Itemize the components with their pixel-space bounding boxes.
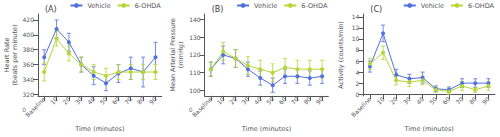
svg-text:(B): (B) [212, 5, 224, 14]
svg-text:(A): (A) [45, 5, 57, 14]
svg-text:30: 30 [73, 95, 83, 105]
svg-text:360: 360 [23, 61, 35, 68]
svg-text:90: 90 [314, 95, 324, 105]
svg-text:0: 0 [356, 91, 360, 98]
svg-text:0: 0 [22, 106, 26, 113]
svg-text:6-OHDA: 6-OHDA [135, 2, 162, 10]
svg-text:4: 4 [356, 69, 360, 76]
svg-text:50: 50 [428, 95, 438, 105]
svg-text:130: 130 [189, 34, 201, 41]
svg-text:Vehicle: Vehicle [254, 2, 277, 10]
svg-text:(C): (C) [370, 5, 382, 14]
svg-text:Time (minutes): Time (minutes) [403, 125, 453, 133]
svg-text:20: 20 [228, 95, 238, 105]
svg-text:Baseline: Baseline [190, 95, 213, 118]
svg-text:Time (minutes): Time (minutes) [74, 125, 124, 133]
svg-text:0: 0 [189, 106, 193, 113]
svg-text:10: 10 [352, 35, 360, 42]
svg-text:110: 110 [189, 69, 201, 76]
svg-text:70: 70 [123, 95, 133, 105]
svg-text:2: 2 [356, 80, 360, 87]
svg-text:Vehicle: Vehicle [421, 2, 444, 10]
svg-text:320: 320 [23, 91, 35, 98]
svg-text:Baseline: Baseline [349, 95, 372, 118]
svg-text:60: 60 [277, 95, 287, 105]
svg-text:30: 30 [240, 95, 250, 105]
svg-text:Time (minutes): Time (minutes) [241, 125, 291, 133]
svg-text:Mean Arterial Pressure: Mean Arterial Pressure [169, 18, 177, 92]
svg-text:400: 400 [23, 31, 35, 38]
svg-text:6: 6 [356, 58, 360, 65]
svg-text:340: 340 [23, 76, 35, 83]
svg-text:140: 140 [189, 16, 201, 23]
svg-text:20: 20 [388, 95, 398, 105]
svg-text:80: 80 [135, 95, 145, 105]
svg-text:380: 380 [23, 46, 35, 53]
svg-text:60: 60 [111, 95, 121, 105]
svg-text:40: 40 [415, 95, 425, 105]
svg-text:6-OHDA: 6-OHDA [468, 2, 495, 10]
svg-text:420: 420 [23, 16, 35, 23]
svg-text:20: 20 [61, 95, 71, 105]
svg-text:10: 10 [375, 95, 385, 105]
svg-text:70: 70 [454, 95, 464, 105]
svg-text:120: 120 [189, 51, 201, 58]
svg-text:10: 10 [215, 95, 225, 105]
svg-text:10: 10 [49, 95, 59, 105]
svg-text:80: 80 [302, 95, 312, 105]
svg-text:Heart Rate: Heart Rate [3, 37, 11, 72]
svg-text:14: 14 [352, 13, 360, 20]
svg-text:40: 40 [86, 95, 96, 105]
svg-text:50: 50 [265, 95, 275, 105]
svg-text:Vehicle: Vehicle [87, 2, 110, 10]
svg-text:30: 30 [402, 95, 412, 105]
svg-text:90: 90 [481, 95, 491, 105]
svg-text:100: 100 [189, 87, 201, 94]
svg-text:Activity (counts/min): Activity (counts/min) [337, 21, 345, 89]
svg-text:(mmHg): (mmHg) [177, 42, 185, 69]
svg-text:40: 40 [252, 95, 262, 105]
svg-text:12: 12 [352, 24, 360, 31]
svg-text:50: 50 [98, 95, 108, 105]
svg-text:90: 90 [148, 95, 158, 105]
svg-text:8: 8 [356, 46, 360, 53]
svg-text:6-OHDA: 6-OHDA [301, 2, 328, 10]
svg-text:(beats per minute): (beats per minute) [11, 24, 19, 85]
svg-text:70: 70 [290, 95, 300, 105]
svg-text:Baseline: Baseline [24, 95, 47, 118]
svg-text:60: 60 [441, 95, 451, 105]
svg-text:80: 80 [467, 95, 477, 105]
